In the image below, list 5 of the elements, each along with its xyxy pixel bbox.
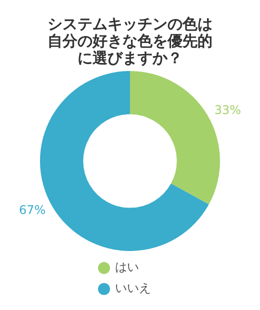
legend-label: はい xyxy=(115,259,139,276)
data-label: 67% xyxy=(18,203,46,218)
data-label: 33% xyxy=(214,103,242,118)
legend-label: いいえ xyxy=(115,280,151,297)
chart-title: システムキッチンの色は自分の好きな色を優先的に選びますか？ xyxy=(46,15,214,67)
